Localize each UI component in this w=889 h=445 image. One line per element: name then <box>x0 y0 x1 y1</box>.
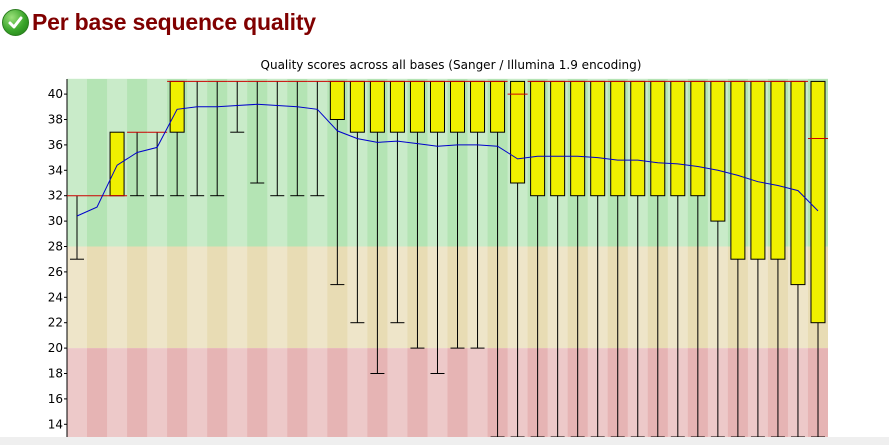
page-footer-strip <box>0 437 889 445</box>
column-stripe <box>227 79 248 437</box>
box-position-38 <box>807 80 828 437</box>
page-title: Per base sequence quality <box>32 8 316 35</box>
quartile-box <box>109 131 125 197</box>
quartile-box <box>590 80 606 197</box>
quartile-box <box>530 80 546 197</box>
box-position-18 <box>407 80 428 349</box>
y-tick-label: 20 <box>48 341 63 355</box>
box-position-36 <box>767 80 788 437</box>
quartile-box <box>550 80 566 197</box>
box-position-24 <box>527 80 548 437</box>
y-tick-label: 34 <box>48 163 63 177</box>
y-tick-label: 28 <box>48 240 63 254</box>
quartile-box <box>790 80 806 286</box>
quartile-box <box>349 80 365 133</box>
y-tick-label: 22 <box>48 316 63 330</box>
box-position-16 <box>367 80 388 374</box>
y-tick-label: 18 <box>48 367 63 381</box>
box-position-26 <box>567 80 588 437</box>
box-position-22 <box>487 80 508 437</box>
quartile-box <box>770 80 786 260</box>
quartile-box <box>610 80 626 197</box>
box-position-35 <box>747 80 768 437</box>
column-stripe <box>307 79 328 437</box>
quartile-box <box>570 80 586 197</box>
y-tick-label: 40 <box>48 87 63 101</box>
box-position-19 <box>427 80 448 374</box>
box-position-25 <box>547 80 568 437</box>
column-stripe <box>267 79 288 437</box>
box-position-12 <box>287 80 308 197</box>
column-stripe <box>147 79 168 437</box>
box-position-14 <box>327 80 348 286</box>
quartile-box <box>169 80 185 133</box>
box-position-6 <box>167 80 188 197</box>
quartile-box <box>690 80 706 197</box>
quartile-box <box>369 80 385 133</box>
box-position-5 <box>147 131 168 197</box>
box-position-27 <box>587 80 608 437</box>
box-position-31 <box>667 80 688 437</box>
quartile-box <box>429 80 445 133</box>
box-position-15 <box>347 80 368 324</box>
box-position-13 <box>307 80 328 197</box>
quartile-box <box>389 80 405 133</box>
box-position-11 <box>267 80 288 197</box>
quartile-box <box>409 80 425 133</box>
quartile-box <box>470 80 486 133</box>
quartile-box <box>810 80 826 324</box>
quartile-box <box>750 80 766 260</box>
y-tick-label: 24 <box>48 290 63 304</box>
box-position-20 <box>447 80 468 349</box>
box-position-10 <box>247 80 268 184</box>
chart-title: Quality scores across all bases (Sanger … <box>261 58 642 72</box>
box-position-4 <box>127 131 148 197</box>
quartile-box <box>730 80 746 260</box>
box-position-9 <box>227 80 248 133</box>
quartile-box <box>630 80 646 197</box>
quartile-box <box>710 80 726 222</box>
y-tick-label: 32 <box>48 189 63 203</box>
quartile-box <box>650 80 666 197</box>
quartile-box <box>329 80 345 120</box>
y-tick-label: 26 <box>48 265 63 279</box>
box-position-29 <box>627 80 648 437</box>
box-position-34 <box>727 80 748 437</box>
box-position-28 <box>607 80 628 437</box>
y-tick-label: 30 <box>48 214 63 228</box>
y-tick-label: 38 <box>48 113 63 127</box>
y-tick-label: 14 <box>48 417 63 431</box>
zone-bad <box>67 348 828 437</box>
section-header: Per base sequence quality <box>2 4 316 40</box>
box-position-1 <box>67 195 88 260</box>
quartile-box <box>510 80 526 184</box>
box-position-17 <box>387 80 408 324</box>
mean-line <box>76 103 819 217</box>
box-position-37 <box>787 80 808 437</box>
box-position-7 <box>187 80 208 197</box>
quartile-box <box>450 80 466 133</box>
box-position-3 <box>107 131 128 197</box>
y-tick-label: 36 <box>48 138 63 152</box>
check-circle-icon <box>2 8 29 36</box>
quartile-box <box>490 80 506 133</box>
zone-warning <box>67 246 828 349</box>
box-position-23 <box>507 80 528 437</box>
quartile-box <box>670 80 686 197</box>
y-tick-label: 16 <box>48 392 63 406</box>
box-position-8 <box>207 80 228 197</box>
box-position-33 <box>707 80 728 437</box>
box-position-21 <box>467 80 488 349</box>
box-position-30 <box>647 80 668 437</box>
column-stripe <box>187 79 208 437</box>
